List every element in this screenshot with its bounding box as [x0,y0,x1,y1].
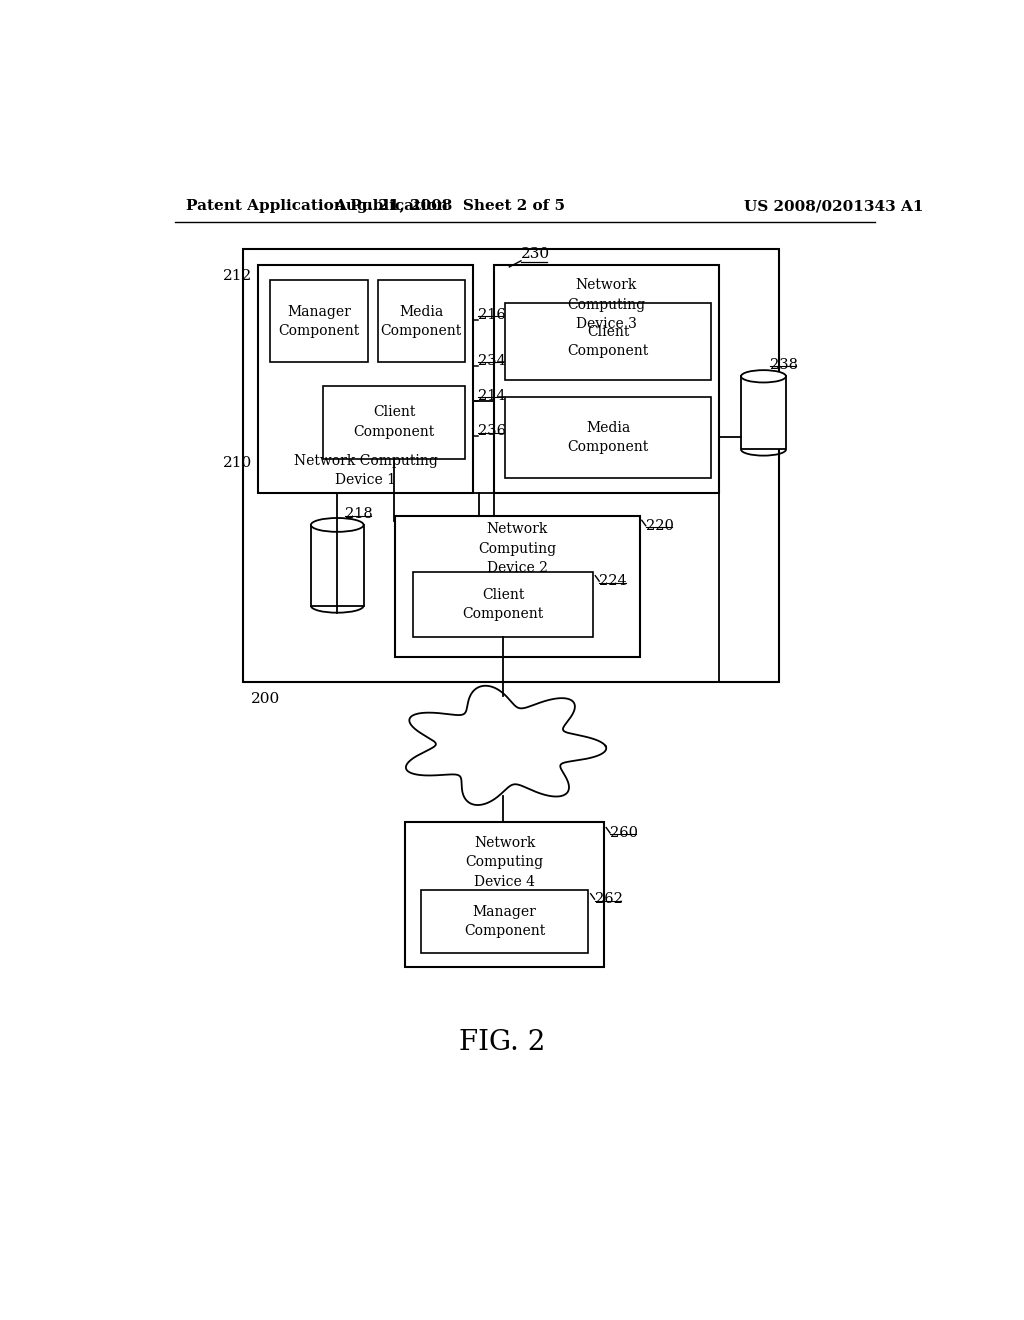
Text: Media
Component: Media Component [567,421,649,454]
Bar [395,516,640,657]
Text: 260: 260 [610,826,638,840]
Bar [270,280,369,363]
Bar [378,280,465,363]
Bar [506,304,711,380]
Text: 262: 262 [595,892,623,906]
Text: 212: 212 [223,269,252,284]
Bar [406,822,604,966]
Text: 224: 224 [599,574,627,589]
Text: 236: 236 [478,424,506,438]
Text: 218: 218 [345,507,373,521]
Text: Network
Computing
Device 2: Network Computing Device 2 [478,523,556,576]
Text: FIG. 2: FIG. 2 [459,1028,546,1056]
Text: Patent Application Publication: Patent Application Publication [186,199,449,213]
Ellipse shape [311,517,364,532]
Text: 214: 214 [478,388,506,403]
Bar [421,890,589,953]
Bar [506,397,711,478]
Text: 200: 200 [251,692,280,706]
Text: Client
Component: Client Component [567,325,649,359]
Text: 230: 230 [521,247,550,261]
Bar [311,525,364,606]
Text: Media
Component: Media Component [381,305,462,338]
Bar [494,264,719,494]
Text: Manager
Component: Manager Component [279,305,359,338]
Text: 238: 238 [770,358,798,372]
Polygon shape [406,686,606,805]
Bar [324,385,465,459]
Text: Client
Component: Client Component [463,587,544,622]
Text: 210: 210 [223,455,252,470]
Bar [258,264,473,494]
Text: Manager
Component: Manager Component [464,904,545,939]
Text: 216: 216 [478,308,506,322]
Text: 220: 220 [646,519,674,533]
Bar [414,572,593,638]
Text: 234: 234 [478,354,506,368]
Text: US 2008/0201343 A1: US 2008/0201343 A1 [743,199,923,213]
Text: Aug. 21, 2008  Sheet 2 of 5: Aug. 21, 2008 Sheet 2 of 5 [334,199,565,213]
Bar [741,376,786,449]
Text: Network
Computing
Device 4: Network Computing Device 4 [466,836,544,888]
Text: Client
Component: Client Component [353,405,435,438]
Text: Network Computing
Device 1: Network Computing Device 1 [294,454,437,487]
Ellipse shape [741,370,786,383]
Text: Network
Computing
Device 3: Network Computing Device 3 [567,279,645,331]
Bar [243,249,779,682]
